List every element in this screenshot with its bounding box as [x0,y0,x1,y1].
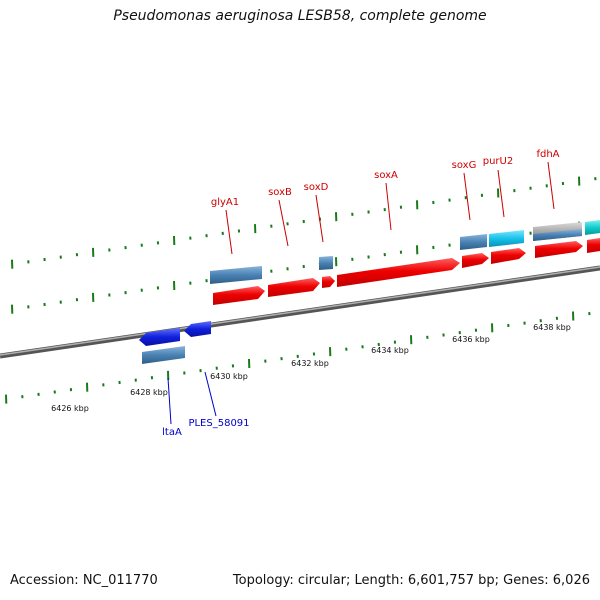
map-title: Pseudomonas aeruginosa LESB58, complete … [113,8,487,24]
tick-row-lower [5,311,591,404]
gene-fdhA-lower[interactable] [533,229,582,241]
gene-ltaA[interactable] [142,346,185,364]
cds-glyA1[interactable] [213,286,265,305]
accession-label: Accession: NC_011770 [10,573,158,588]
scale-label-6438: 6438 kbp [533,323,571,332]
scale-label-6436: 6436 kbp [452,335,490,344]
gene-soxG[interactable] [460,234,487,250]
label-PLES_58091[interactable]: PLES_58091 [188,418,249,429]
gene-edge-teal[interactable] [585,220,600,235]
label-purU2[interactable]: purU2 [483,156,513,167]
gene-labels-lower: ltaA PLES_58091 [162,418,249,438]
gene-soxD[interactable] [319,256,333,270]
cds-edge-red[interactable] [587,238,600,253]
gene-glyA1[interactable] [210,266,262,284]
label-soxA[interactable]: soxA [374,170,398,181]
scale-label-6434: 6434 kbp [371,346,409,355]
cds-soxA[interactable] [337,258,460,287]
cds-ltaA[interactable] [139,328,180,346]
cds-fdhA[interactable] [535,241,583,258]
cds-PLES_58091[interactable] [184,321,211,337]
cds-soxG[interactable] [462,253,489,268]
label-glyA1[interactable]: glyA1 [211,197,239,208]
label-soxD[interactable]: soxD [304,182,329,193]
scale-label-6432: 6432 kbp [291,359,329,368]
scale-label-6426: 6426 kbp [51,404,89,413]
cds-purU2[interactable] [491,248,526,264]
scale-labels: 6426 kbp 6428 kbp 6430 kbp 6432 kbp 6434… [51,323,571,413]
label-soxB[interactable]: soxB [268,187,292,198]
label-ltaA[interactable]: ltaA [162,427,182,438]
backbone-track [0,265,600,359]
cds-soxB[interactable] [268,278,320,297]
gene-labels-upper: glyA1 soxB soxD soxA soxG purU2 fdhA [211,149,560,208]
gene-purU2[interactable] [489,230,524,247]
scale-label-6428: 6428 kbp [130,388,168,397]
leader-lines [167,161,555,425]
scale-label-6430: 6430 kbp [210,372,248,381]
reverse-features [139,321,211,364]
label-soxG[interactable]: soxG [452,160,477,171]
forward-features [210,220,600,305]
genome-summary: Topology: circular; Length: 6,601,757 bp… [232,573,590,588]
label-fdhA[interactable]: fdhA [536,149,559,160]
cds-soxD[interactable] [322,276,335,288]
